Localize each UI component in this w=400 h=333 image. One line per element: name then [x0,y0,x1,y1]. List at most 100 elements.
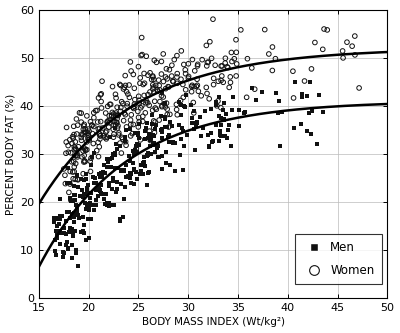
Point [164,107,170,112]
Point [54,231,60,236]
Point [148,152,154,157]
Point [81,122,87,127]
Point [75,144,82,150]
Point [128,180,134,186]
Point [145,150,152,155]
Point [150,118,157,124]
Point [198,134,204,139]
Point [151,130,158,135]
Point [71,132,77,137]
Point [152,83,159,88]
Point [131,102,138,107]
Point [106,203,112,209]
Point [109,110,116,115]
Point [54,235,60,240]
Point [157,87,163,93]
Point [75,177,81,182]
Point [97,187,104,192]
Point [114,125,121,131]
Point [174,53,180,58]
Point [52,237,58,242]
Point [97,170,104,176]
Point [192,148,198,153]
Point [192,68,198,74]
Point [189,57,196,62]
Point [97,188,103,194]
Point [80,132,86,138]
Point [151,90,157,95]
Point [130,167,137,172]
Point [111,132,117,137]
Point [110,175,116,180]
Point [81,222,88,228]
Point [154,143,161,149]
Point [216,139,223,144]
Point [74,176,81,182]
Point [203,85,210,90]
Point [244,95,250,100]
Point [137,137,144,143]
Point [117,216,123,222]
Point [136,94,142,99]
Point [234,61,240,67]
Point [228,143,234,149]
Point [87,119,94,125]
Point [166,124,172,130]
Point [216,113,222,119]
Point [113,119,119,125]
Point [86,235,92,240]
Point [82,147,88,152]
Point [80,123,87,129]
Point [68,198,74,204]
Point [85,207,92,212]
Point [307,79,314,85]
Point [222,60,228,66]
Point [84,205,90,210]
Point [108,114,115,119]
Point [162,104,168,110]
Point [69,228,76,233]
Point [150,133,156,138]
Point [96,144,102,150]
Point [80,171,86,176]
Point [74,210,80,215]
Point [111,123,117,128]
Point [132,97,138,102]
Point [82,159,88,164]
Point [141,81,148,86]
Point [128,122,134,127]
Point [71,164,78,169]
Point [174,71,180,76]
Point [84,147,90,153]
Point [93,187,99,193]
Point [183,92,189,98]
Point [63,243,69,248]
Point [72,197,78,203]
Point [92,180,99,185]
Point [132,104,138,109]
Point [69,226,75,231]
Point [99,174,105,180]
Point [182,67,188,73]
Point [274,111,281,116]
Point [121,169,127,174]
Point [340,55,346,61]
Point [63,125,70,130]
Point [321,26,327,32]
Point [104,104,111,109]
Point [154,87,160,93]
Point [208,131,214,136]
Point [225,128,231,133]
Point [206,96,212,102]
Point [138,168,144,174]
Point [156,78,162,83]
Point [98,91,104,97]
Point [78,132,85,137]
Point [133,146,140,151]
Point [105,118,111,124]
Point [97,92,104,98]
Point [214,103,220,109]
Point [99,191,106,196]
Point [133,143,139,149]
Point [72,211,78,217]
